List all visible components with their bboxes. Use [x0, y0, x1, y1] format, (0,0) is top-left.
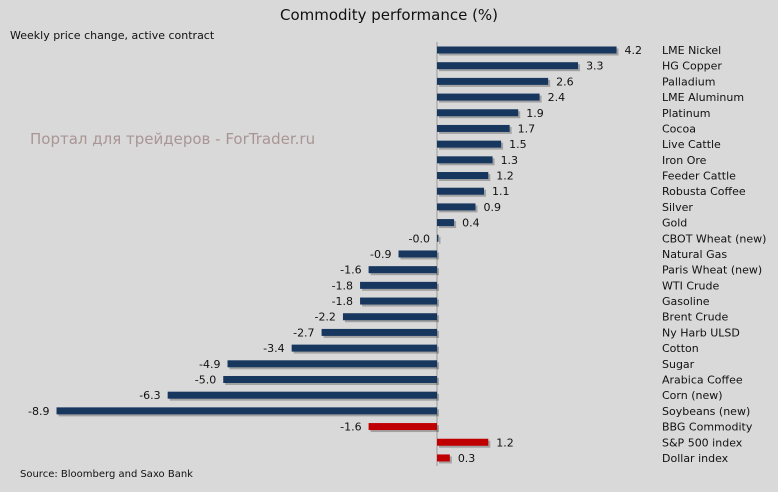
category-label: LME Aluminum — [662, 91, 744, 104]
category-label: Soybeans (new) — [662, 405, 750, 418]
data-label: -1.8 — [332, 295, 353, 308]
bar — [342, 313, 437, 321]
data-label: -1.6 — [340, 421, 361, 434]
bar — [223, 375, 437, 383]
category-label: Dollar index — [662, 452, 729, 465]
data-label: 2.4 — [548, 91, 566, 104]
data-label: 1.1 — [492, 185, 510, 198]
chart-title: Commodity performance (%) — [279, 6, 499, 24]
bar — [437, 172, 489, 180]
category-label: Robusta Coffee — [662, 185, 746, 198]
category-label: Gasoline — [662, 295, 710, 308]
data-label: 1.3 — [501, 154, 519, 167]
data-label: 0.4 — [462, 217, 480, 230]
bar — [56, 407, 438, 415]
category-label: LME Nickel — [662, 44, 721, 57]
bar — [437, 454, 450, 462]
data-label: -2.2 — [314, 311, 335, 324]
category-label: Sugar — [662, 358, 695, 371]
data-label: 1.7 — [518, 122, 536, 135]
source-note: Source: Bloomberg and Saxo Bank — [20, 469, 193, 480]
bar — [437, 46, 617, 54]
chart-subtitle: Weekly price change, active contract — [10, 29, 215, 42]
data-label: -4.9 — [199, 358, 220, 371]
bar — [368, 266, 437, 274]
bar — [291, 344, 437, 352]
category-label: Feeder Cattle — [662, 170, 736, 183]
bar — [437, 124, 510, 132]
data-label: -5.0 — [195, 373, 216, 386]
category-label: Arabica Coffee — [662, 373, 743, 386]
bar — [437, 234, 439, 242]
bar — [437, 187, 485, 195]
category-label: Silver — [662, 201, 693, 214]
category-label: Paris Wheat (new) — [662, 264, 762, 277]
category-label: Natural Gas — [662, 248, 727, 261]
category-label: Brent Crude — [662, 311, 729, 324]
category-label: S&P 500 index — [662, 436, 743, 449]
category-label: HG Copper — [662, 60, 722, 73]
data-label: 0.3 — [458, 452, 476, 465]
bar — [437, 140, 502, 148]
category-label: Corn (new) — [662, 389, 723, 402]
bar — [398, 250, 437, 258]
bar — [167, 391, 438, 399]
data-label: 0.9 — [483, 201, 501, 214]
bar-shadow — [439, 236, 441, 244]
bar — [437, 62, 579, 70]
bar — [360, 281, 437, 289]
data-label: 4.2 — [625, 44, 643, 57]
category-label: Cotton — [662, 342, 699, 355]
data-label: 1.5 — [509, 138, 527, 151]
data-label: -6.3 — [139, 389, 160, 402]
bar — [437, 203, 476, 211]
bar — [321, 328, 437, 336]
bar — [368, 423, 437, 431]
bar — [437, 93, 540, 101]
category-label: Cocoa — [662, 122, 696, 135]
data-label: -3.4 — [263, 342, 284, 355]
data-label: -1.6 — [340, 264, 361, 277]
category-label: Live Cattle — [662, 138, 721, 151]
category-label: Iron Ore — [662, 154, 707, 167]
bar — [227, 360, 437, 368]
bar — [437, 156, 493, 164]
data-label: -0.9 — [370, 248, 391, 261]
data-label: 2.6 — [556, 75, 574, 88]
category-label: CBOT Wheat (new) — [662, 232, 766, 245]
bar — [437, 109, 519, 117]
category-label: Ny Harb ULSD — [662, 326, 740, 339]
data-label: -8.9 — [28, 405, 49, 418]
bar — [437, 219, 455, 227]
category-label: Platinum — [662, 107, 710, 120]
category-label: WTI Crude — [662, 279, 719, 292]
bar — [360, 297, 437, 305]
category-label: Palladium — [662, 75, 715, 88]
bar — [437, 77, 549, 85]
data-label: -0.0 — [409, 232, 430, 245]
data-label: -1.8 — [332, 279, 353, 292]
watermark: Портал для трейдеров - ForTrader.ru — [30, 130, 316, 148]
data-label: 1.2 — [496, 436, 514, 449]
category-label: BBG Commodity — [662, 421, 753, 434]
data-label: -2.7 — [293, 326, 314, 339]
data-label: 3.3 — [586, 60, 604, 73]
bar — [437, 438, 489, 446]
category-label: Gold — [662, 217, 687, 230]
data-label: 1.2 — [496, 170, 514, 183]
data-label: 1.9 — [526, 107, 544, 120]
